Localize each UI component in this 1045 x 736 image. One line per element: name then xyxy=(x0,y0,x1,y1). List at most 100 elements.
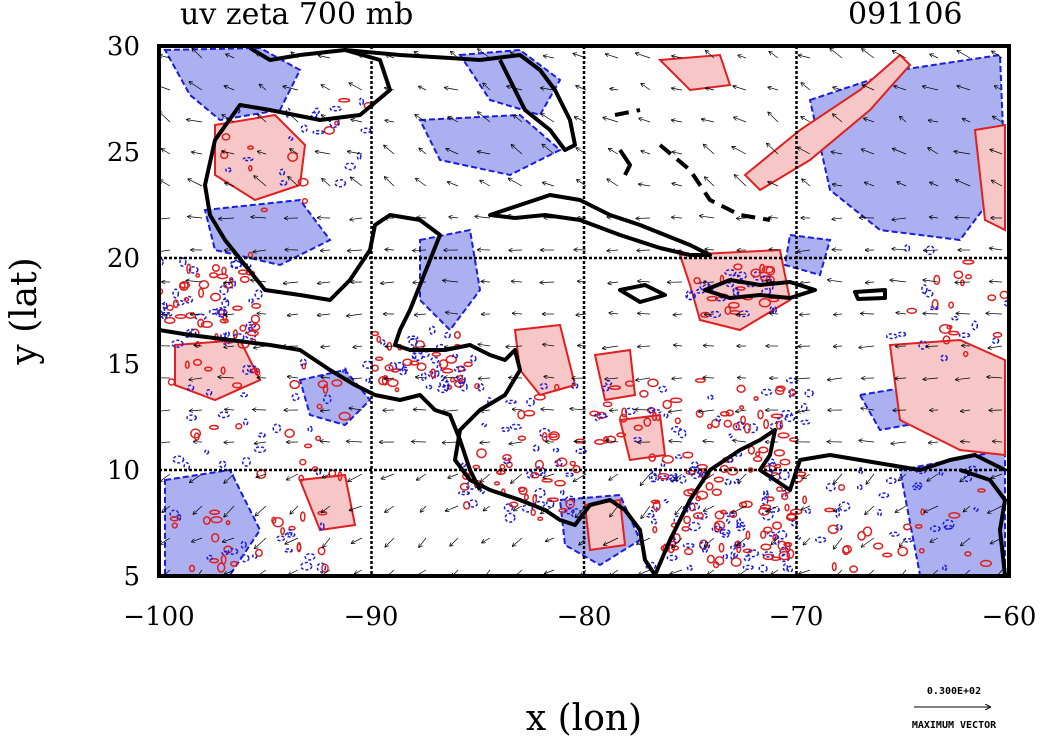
wind-vector-arrow xyxy=(260,84,267,91)
vorticity-contour-blob xyxy=(947,330,960,336)
vorticity-contour-blob xyxy=(192,358,203,367)
vorticity-contour-blob xyxy=(532,444,540,452)
vorticity-contour-blob xyxy=(184,295,194,304)
vorticity-contour-blob xyxy=(736,517,742,528)
vorticity-contour-blob xyxy=(334,120,339,126)
vorticity-contour-blob xyxy=(942,335,951,345)
wind-vector-arrow xyxy=(770,313,779,314)
wind-vector-arrow xyxy=(604,537,619,545)
vorticity-contour-blob xyxy=(929,525,941,533)
wind-vector-arrow xyxy=(703,441,715,442)
coastline-andros xyxy=(618,148,632,176)
vorticity-contour-blob xyxy=(758,446,769,454)
wind-vector-arrow xyxy=(413,282,427,283)
vorticity-contour-blob xyxy=(248,165,253,172)
vorticity-contour-blob xyxy=(948,301,955,309)
vorticity-contour-blob xyxy=(143,265,147,269)
vorticity-contour-blob xyxy=(718,542,725,553)
wind-vector-arrow xyxy=(703,377,715,378)
wind-vector-arrow xyxy=(797,410,811,412)
vorticity-contour-blob xyxy=(849,565,859,573)
vorticity-contour-blob xyxy=(914,481,923,489)
wind-vector-arrow xyxy=(705,537,715,546)
wind-vector-arrow xyxy=(478,112,491,123)
vorticity-contour-blob xyxy=(299,458,307,466)
vorticity-contour-blob xyxy=(758,564,768,573)
vorticity-contour-blob xyxy=(598,413,609,419)
wind-vector-arrow xyxy=(475,216,491,218)
vorticity-contour-blob xyxy=(139,320,147,327)
wind-vector-arrow xyxy=(892,51,907,59)
vorticity-contour-blob xyxy=(686,291,696,301)
wind-vector-arrow xyxy=(348,151,363,155)
vorticity-contour-blob xyxy=(705,482,714,491)
vorticity-contour-blob xyxy=(730,551,735,561)
wind-vector-arrow xyxy=(192,49,203,59)
wind-vector-arrow xyxy=(384,378,395,379)
vorticity-contour-blob xyxy=(457,374,464,383)
wind-vector-arrow xyxy=(192,152,203,154)
vorticity-contour-blob xyxy=(616,432,627,438)
wind-vector-arrow xyxy=(734,117,747,123)
wind-vector-arrow xyxy=(541,88,555,90)
x-tick-label: −100 xyxy=(123,602,194,632)
vorticity-contour-blob xyxy=(171,522,178,529)
wind-vector-arrow xyxy=(226,54,235,59)
wind-vector-arrow xyxy=(606,54,619,59)
vorticity-contour-blob xyxy=(784,503,790,512)
wind-vector-arrow xyxy=(514,115,523,123)
vorticity-contour-blob xyxy=(425,384,433,390)
wind-vector-arrow xyxy=(224,86,235,91)
vorticity-contour-blob xyxy=(338,97,351,103)
wind-vector-arrow xyxy=(737,537,747,546)
wind-vector-arrow xyxy=(255,537,267,549)
wind-vectors xyxy=(159,48,1003,576)
vorticity-contour-blob xyxy=(242,156,254,162)
vorticity-contour-blob xyxy=(979,559,993,568)
wind-vector-arrow xyxy=(162,505,171,512)
wind-vector-arrow xyxy=(222,151,235,155)
vorticity-contour-blob xyxy=(202,516,211,525)
vorticity-contour-blob xyxy=(719,528,731,536)
wind-vector-arrow xyxy=(189,378,203,380)
wind-vector-arrow xyxy=(188,217,203,219)
wind-vector-arrow xyxy=(606,441,619,443)
vorticity-contour-blob xyxy=(462,500,471,510)
vorticity-contour-blob xyxy=(228,278,237,289)
wind-vector-arrow xyxy=(319,56,331,59)
x-axis-label: x (lon) xyxy=(526,698,642,736)
vorticity-contour-blob xyxy=(499,463,506,470)
wind-vector-arrow xyxy=(384,145,395,155)
wind-vector-arrow xyxy=(288,112,299,123)
wind-vector-arrow xyxy=(187,120,203,123)
vorticity-contour-blob xyxy=(889,531,900,537)
wind-vector-arrow xyxy=(603,118,619,123)
wind-vector-arrow xyxy=(385,346,395,347)
y-tick-label: 25 xyxy=(107,138,140,168)
vorticity-contour-blob xyxy=(564,472,574,478)
vorticity-contour-blob xyxy=(742,564,754,571)
chart-date: 091106 xyxy=(848,0,963,32)
vorticity-contour-blob xyxy=(780,409,793,418)
vorticity-contour-blob xyxy=(502,457,511,465)
vorticity-contour-blob xyxy=(303,443,313,449)
vorticity-contour-blob xyxy=(662,399,673,410)
vorticity-contour-blob xyxy=(481,422,488,428)
vorticity-contour-blob xyxy=(208,424,220,431)
wind-vector-arrow xyxy=(961,410,971,411)
vorticity-contour-blob xyxy=(942,519,955,530)
vorticity-contour-blob xyxy=(172,455,185,464)
wind-vector-arrow xyxy=(445,88,459,91)
wind-vector-arrow xyxy=(801,117,811,123)
vorticity-contour-blob xyxy=(288,135,294,142)
vorticity-contour-blob xyxy=(699,541,711,550)
wind-vector-arrow xyxy=(699,410,715,412)
vorticity-contour-blob xyxy=(537,516,544,522)
vorticity-contour-blob xyxy=(271,516,277,524)
wind-vector-arrow xyxy=(258,151,267,154)
wind-vector-arrow xyxy=(607,179,619,187)
vorticity-contour-blob xyxy=(254,289,263,300)
wind-vector-arrow xyxy=(251,217,267,218)
vorticity-contour-blob xyxy=(724,306,732,316)
vorticity-contour-blob xyxy=(831,562,837,572)
